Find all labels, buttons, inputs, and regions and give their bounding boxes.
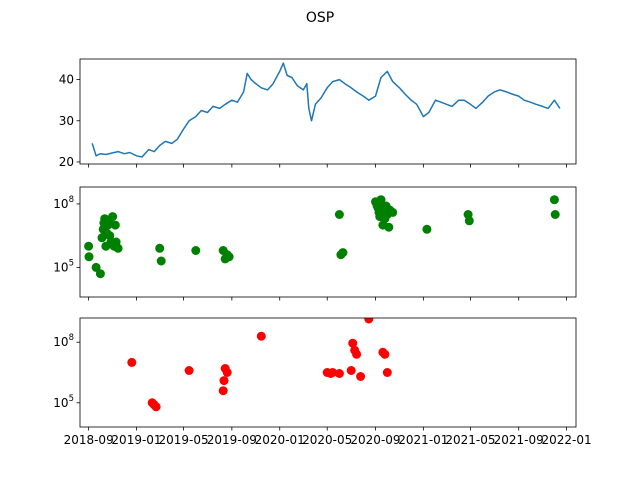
data-point [388, 207, 398, 217]
x-tick-label: 2020-05 [302, 433, 352, 447]
data-point [422, 224, 432, 234]
x-tick-label: 2021-09 [494, 433, 544, 447]
panel-3-frame [79, 317, 577, 428]
data-point [376, 195, 386, 205]
data-point [151, 402, 161, 412]
data-point [334, 369, 344, 378]
data-point [364, 318, 374, 324]
x-tick-label: 2020-01 [255, 433, 305, 447]
data-point [464, 216, 474, 226]
data-point [113, 243, 123, 253]
data-point [348, 338, 358, 348]
data-point [549, 195, 559, 205]
data-point [219, 376, 229, 386]
data-point [110, 220, 120, 230]
data-point [91, 262, 101, 272]
data-point [380, 349, 390, 359]
x-tick-label: 2022-01 [542, 433, 592, 447]
x-tick-label: 2019-05 [159, 433, 209, 447]
data-point [334, 210, 344, 219]
x-tick-label: 2021-05 [445, 433, 495, 447]
y-tick-label: 40 [59, 73, 74, 87]
panel-2-points [84, 195, 560, 279]
y-tick-exponent: 8 [69, 195, 74, 205]
x-tick-label: 2020-09 [350, 433, 400, 447]
data-point [184, 366, 194, 375]
data-point [356, 372, 366, 381]
x-tick-label: 2021-01 [398, 433, 448, 447]
data-point [352, 349, 362, 359]
panel-1-frame [79, 58, 577, 165]
data-point [108, 212, 118, 222]
panels-group: 2030401051081051082018-092019-012019-052… [53, 58, 592, 447]
data-point [191, 246, 201, 255]
panel-2-frame [79, 186, 577, 298]
data-point [218, 386, 228, 396]
data-point [156, 256, 166, 266]
data-point [382, 368, 392, 377]
data-point [550, 210, 560, 219]
data-point [338, 248, 348, 258]
data-point [95, 269, 105, 279]
y-tick-label: 20 [59, 155, 74, 169]
y-tick-exponent: 5 [69, 258, 74, 268]
y-tick-exponent: 8 [69, 333, 74, 343]
data-point [155, 243, 165, 253]
data-point [346, 366, 356, 375]
panel-1: 20 30 40 [59, 58, 577, 169]
chart-title: OSP [306, 10, 334, 26]
data-point [328, 368, 338, 377]
panel-3: 1051082018-092019-012019-052019-092020-0… [53, 317, 592, 447]
y-tick-label: 30 [59, 114, 74, 128]
x-tick-label: 2018-09 [64, 433, 114, 447]
data-point [256, 331, 266, 341]
data-point [84, 252, 94, 262]
x-tick-label: 2019-09 [207, 433, 257, 447]
panel-3-points [127, 318, 392, 412]
data-point [84, 241, 94, 251]
data-point [222, 368, 232, 377]
data-point [224, 252, 234, 262]
data-point [384, 222, 394, 232]
y-tick-exponent: 5 [69, 394, 74, 404]
price-line [91, 62, 561, 158]
x-tick-label: 2019-01 [111, 433, 161, 447]
data-point [127, 357, 137, 367]
